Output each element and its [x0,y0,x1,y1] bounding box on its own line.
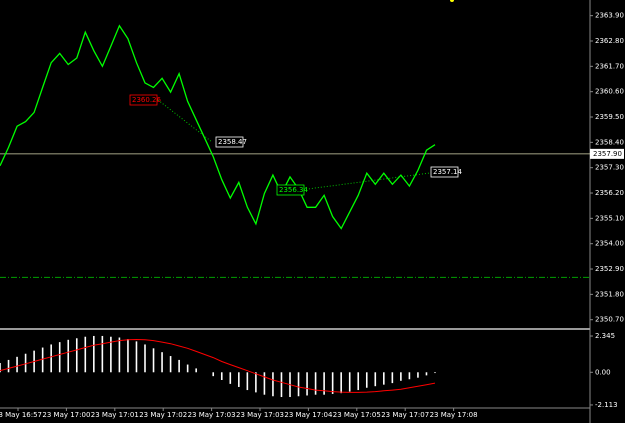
annotation-box [215,136,244,148]
y-tick-label: 0.00 [595,368,611,376]
y-tick-label: 2357.30 [595,164,624,172]
y-tick-label: 2356.20 [595,189,624,197]
current-price-box [590,148,624,159]
x-tick-label: 23 May 16:57 [0,411,42,419]
annotation-label: 2357.14 [433,168,462,176]
x-tick-label: 23 May 17:07 [381,411,429,419]
marker [450,0,454,2]
x-tick-label: 23 May 17:03 [188,411,236,419]
trend-line [299,172,431,191]
x-tick-label: 23 May 17:05 [333,411,381,419]
current-price-label: 2357.90 [593,150,622,158]
y-tick-label: 2358.40 [595,138,624,146]
y-tick-label: 2352.90 [595,265,624,273]
annotation-label: 2356.34 [279,186,308,194]
x-tick-label: 23 May 17:02 [139,411,187,419]
signal-line [0,338,436,393]
price-line [0,24,436,230]
annotation-box [430,166,459,178]
y-tick-label: 2360.60 [595,88,624,96]
x-tick-label: 23 May 17:03 [236,411,284,419]
y-tick-label: 2362.80 [595,37,624,45]
y-tick-label: 2.345 [595,332,615,340]
annotation-label: 2360.26 [132,96,161,104]
y-tick-label: 2361.70 [595,62,624,70]
y-tick-label: 2351.80 [595,290,624,298]
x-tick-label: 23 May 17:08 [430,411,478,419]
annotation-box [276,184,305,196]
y-tick-label: 2350.70 [595,316,624,324]
y-tick-label: 2354.00 [595,240,624,248]
y-tick-label: -2.113 [595,401,618,409]
annotation-box [129,94,158,106]
x-tick-label: 23 May 17:04 [284,411,333,419]
x-tick-label: 23 May 17:00 [42,411,90,419]
x-tick-label: 23 May 17:01 [91,411,139,419]
y-tick-label: 2359.50 [595,113,624,121]
y-tick-label: 2363.90 [595,12,624,20]
y-tick-label: 2355.10 [595,214,624,222]
annotation-label: 2358.47 [218,138,247,146]
